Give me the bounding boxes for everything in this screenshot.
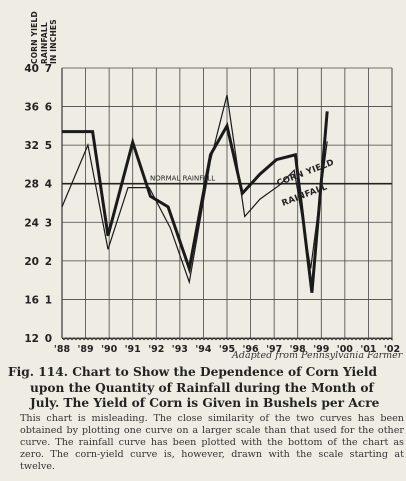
description-text: This chart is misleading. The close simi…	[20, 413, 404, 473]
y-tick-corn: 12	[24, 333, 39, 345]
rainfall-label: RAINFALL	[280, 182, 329, 209]
y-tick-rain: 0	[45, 333, 52, 345]
grid	[61, 67, 393, 341]
y-tick-corn: 32	[24, 140, 39, 152]
x-tick-label: '94	[195, 344, 212, 355]
x-tick-label: '92	[148, 344, 164, 355]
baseline-break	[61, 337, 393, 341]
normal-rainfall-label: NORMAL RAINFALL	[150, 175, 215, 183]
y-tick-corn: 16	[24, 294, 39, 306]
y-tick-rain: 6	[45, 102, 52, 114]
series-lines	[61, 94, 392, 293]
x-tick-label: '88	[54, 344, 71, 355]
x-tick-label: '00	[337, 344, 354, 355]
figure-title-continued: upon the Quantity of Rainfall during the…	[30, 380, 380, 411]
y-tick-rain: 4	[45, 179, 52, 191]
y-tick-rain: 2	[45, 256, 52, 268]
x-tick-label: '89	[78, 344, 94, 355]
y-tick-corn: 24	[24, 217, 39, 229]
figure-title: Chart to Show the Dependence of Corn Yie…	[72, 365, 378, 379]
figure-caption: Fig. 114. Chart to Show the Dependence o…	[8, 365, 404, 412]
chart: 40 7 36 6 32 5 28 4 24 3 20 2 16 1 12 0 '88 '89 '90 '91 '92…	[24, 63, 400, 355]
x-tick-label: '91	[125, 344, 141, 355]
x-tick-label: '93	[172, 344, 188, 355]
x-tick-label: '97	[266, 344, 282, 355]
y-tick-corn: 40	[24, 63, 39, 75]
y-tick-rain: 3	[45, 217, 52, 229]
x-tick-label: '95	[219, 344, 235, 355]
y-tick-corn: 36	[24, 102, 39, 114]
x-tick-label: '02	[384, 344, 400, 355]
figure-description: This chart is misleading. The close simi…	[8, 413, 404, 473]
rainfall-line	[61, 94, 328, 285]
y-tick-corn: 20	[24, 256, 39, 268]
y-tick-rain: 1	[45, 294, 52, 306]
x-tick-label: '90	[101, 344, 118, 355]
corn-yield-line	[62, 111, 329, 293]
x-tick-labels: '88 '89 '90 '91 '92 '93 '94 '95 '96 '97 '98 '99 '00 '…	[54, 344, 400, 355]
figure-number: Fig. 114.	[8, 365, 68, 379]
y-tick-rain: 7	[45, 63, 52, 75]
x-tick-label: '99	[313, 344, 329, 355]
y-tick-corn: 28	[24, 179, 39, 191]
x-tick-label: '01	[360, 344, 376, 355]
y-tick-rain: 5	[45, 140, 52, 152]
x-tick-label: '98	[290, 344, 307, 355]
x-tick-label: '96	[243, 344, 260, 355]
tick-labels: 40 7 36 6 32 5 28 4 24 3 20 2 16 1 12 0	[24, 63, 52, 345]
source-credit: Adapted from Pennsylvania Farmer	[232, 350, 403, 361]
